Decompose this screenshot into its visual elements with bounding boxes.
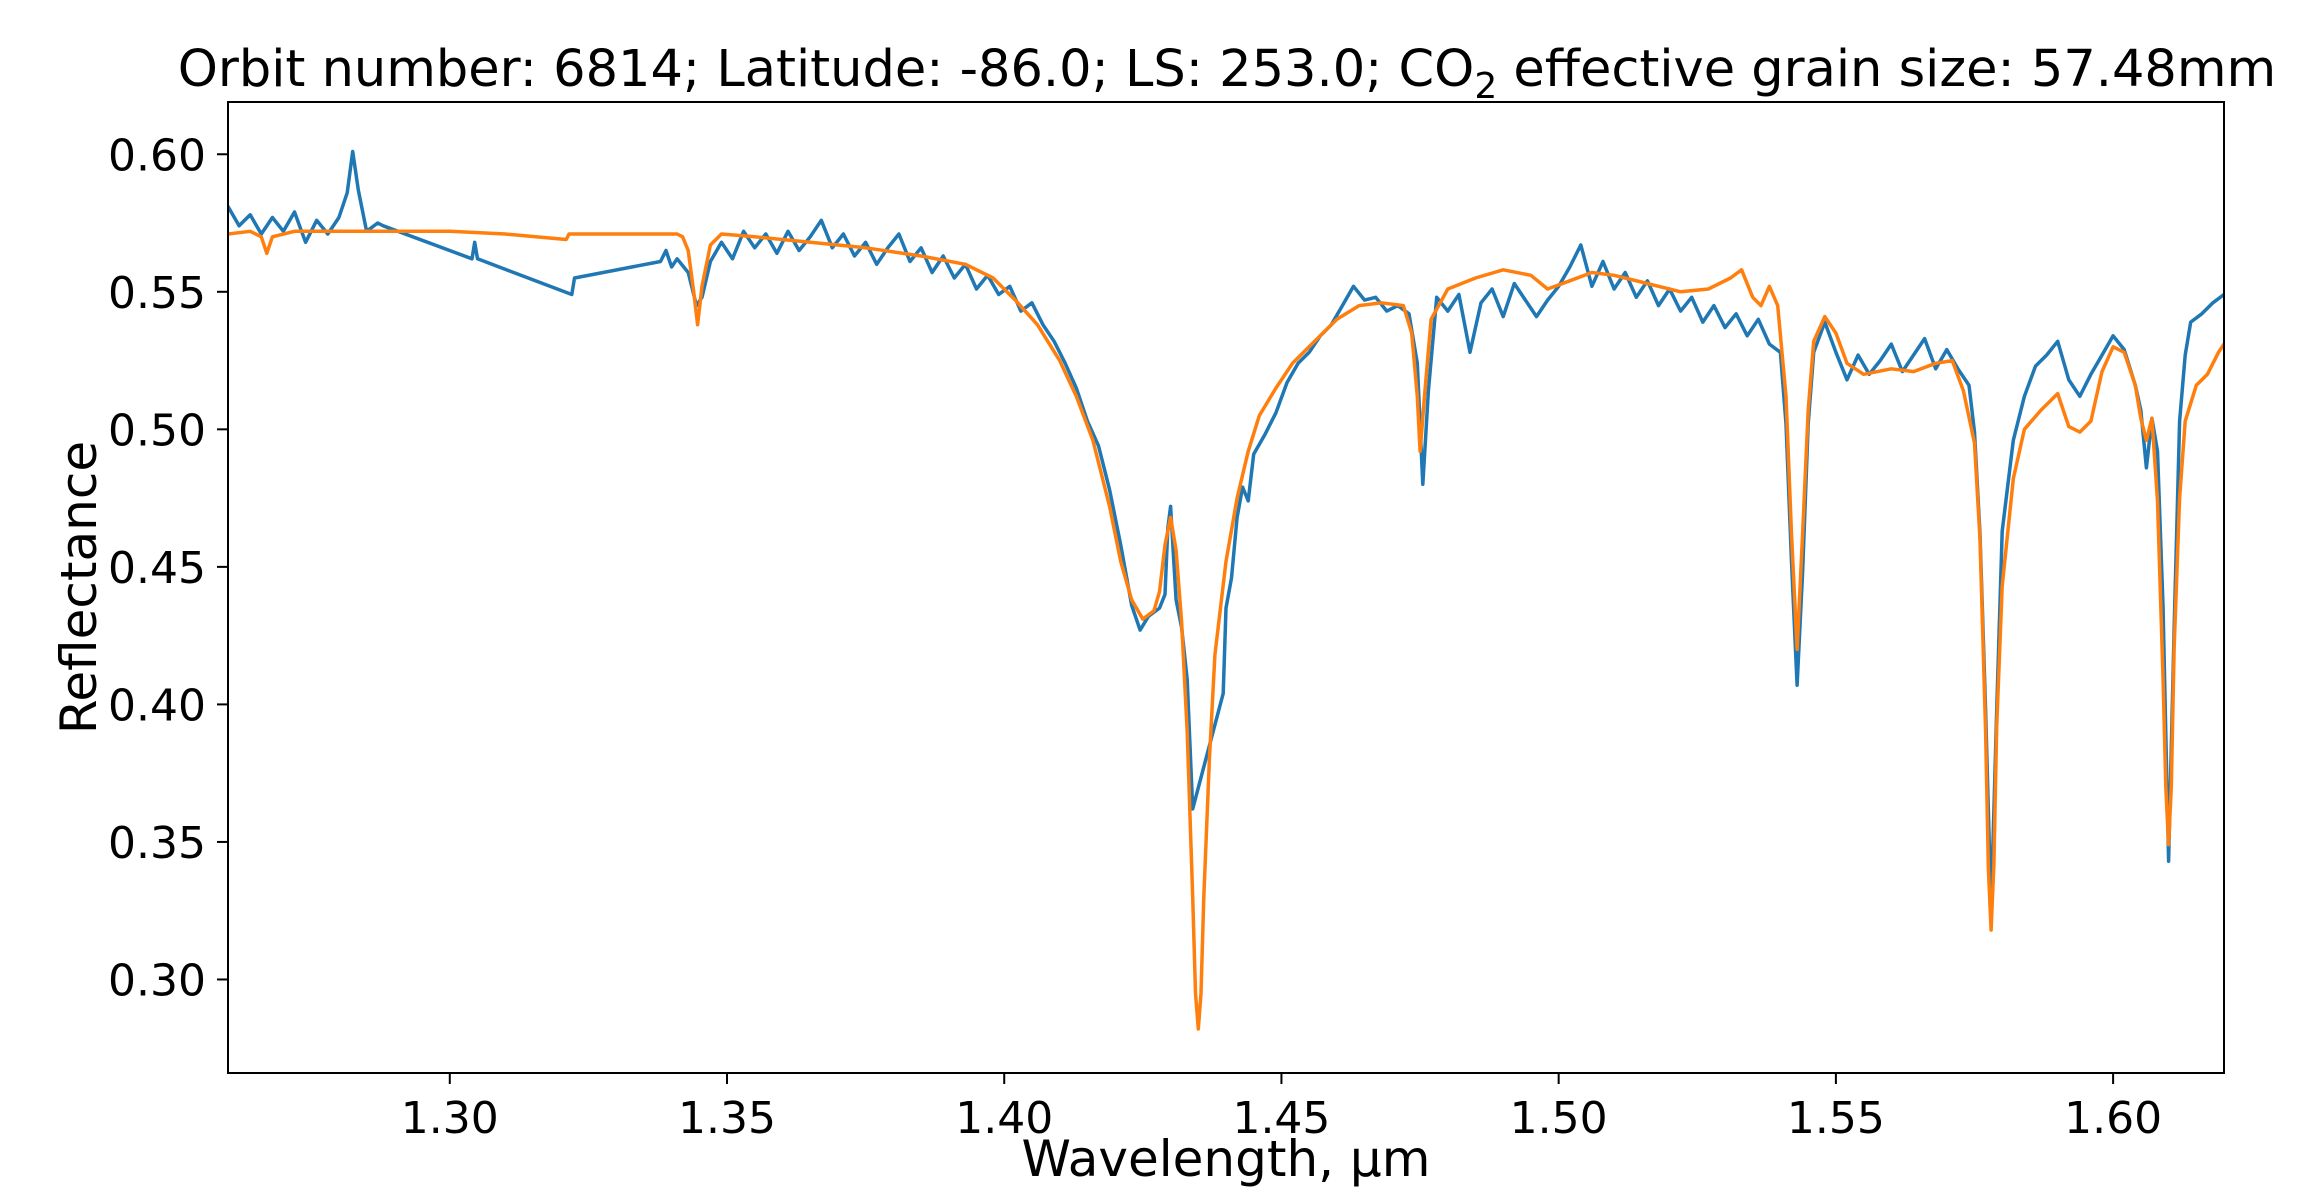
x-tick-label: 1.50 (1510, 1093, 1608, 1144)
chart-title-main: Orbit number: 6814; Latitude: -86.0; LS:… (178, 40, 1475, 99)
chart-title: Orbit number: 6814; Latitude: -86.0; LS:… (178, 40, 2277, 107)
y-axis: 0.30 0.35 0.40 0.45 0.50 0.55 0.60 (108, 130, 228, 1006)
y-tick-label: 0.50 (108, 405, 206, 456)
x-tick-label: 1.40 (955, 1093, 1053, 1144)
chart-title-rest: effective grain size: 57.48mm (1497, 40, 2276, 99)
x-tick-label: 1.55 (1787, 1093, 1885, 1144)
y-axis-label: Reflectance (50, 441, 108, 734)
x-tick-label: 1.60 (2064, 1093, 2162, 1144)
x-axis-label: Wavelength, µm (1022, 1130, 1431, 1188)
plot-frame (227, 101, 2225, 1074)
y-tick-label: 0.35 (108, 818, 206, 869)
x-tick-label: 1.30 (401, 1093, 499, 1144)
x-tick-label: 1.45 (1232, 1093, 1330, 1144)
series-layer (228, 149, 2224, 1031)
x-tick-label: 1.35 (678, 1093, 776, 1144)
x-axis: 1.30 1.35 1.40 1.45 1.50 1.55 1.60 (401, 1073, 2162, 1144)
y-tick-label: 0.60 (108, 130, 206, 181)
y-tick-label: 0.40 (108, 680, 206, 731)
chart-title-subscript: 2 (1474, 66, 1497, 107)
series-line-2 (228, 229, 2224, 1031)
y-tick-label: 0.55 (108, 268, 206, 319)
y-tick-label: 0.45 (108, 543, 206, 594)
y-tick-label: 0.30 (108, 955, 206, 1006)
